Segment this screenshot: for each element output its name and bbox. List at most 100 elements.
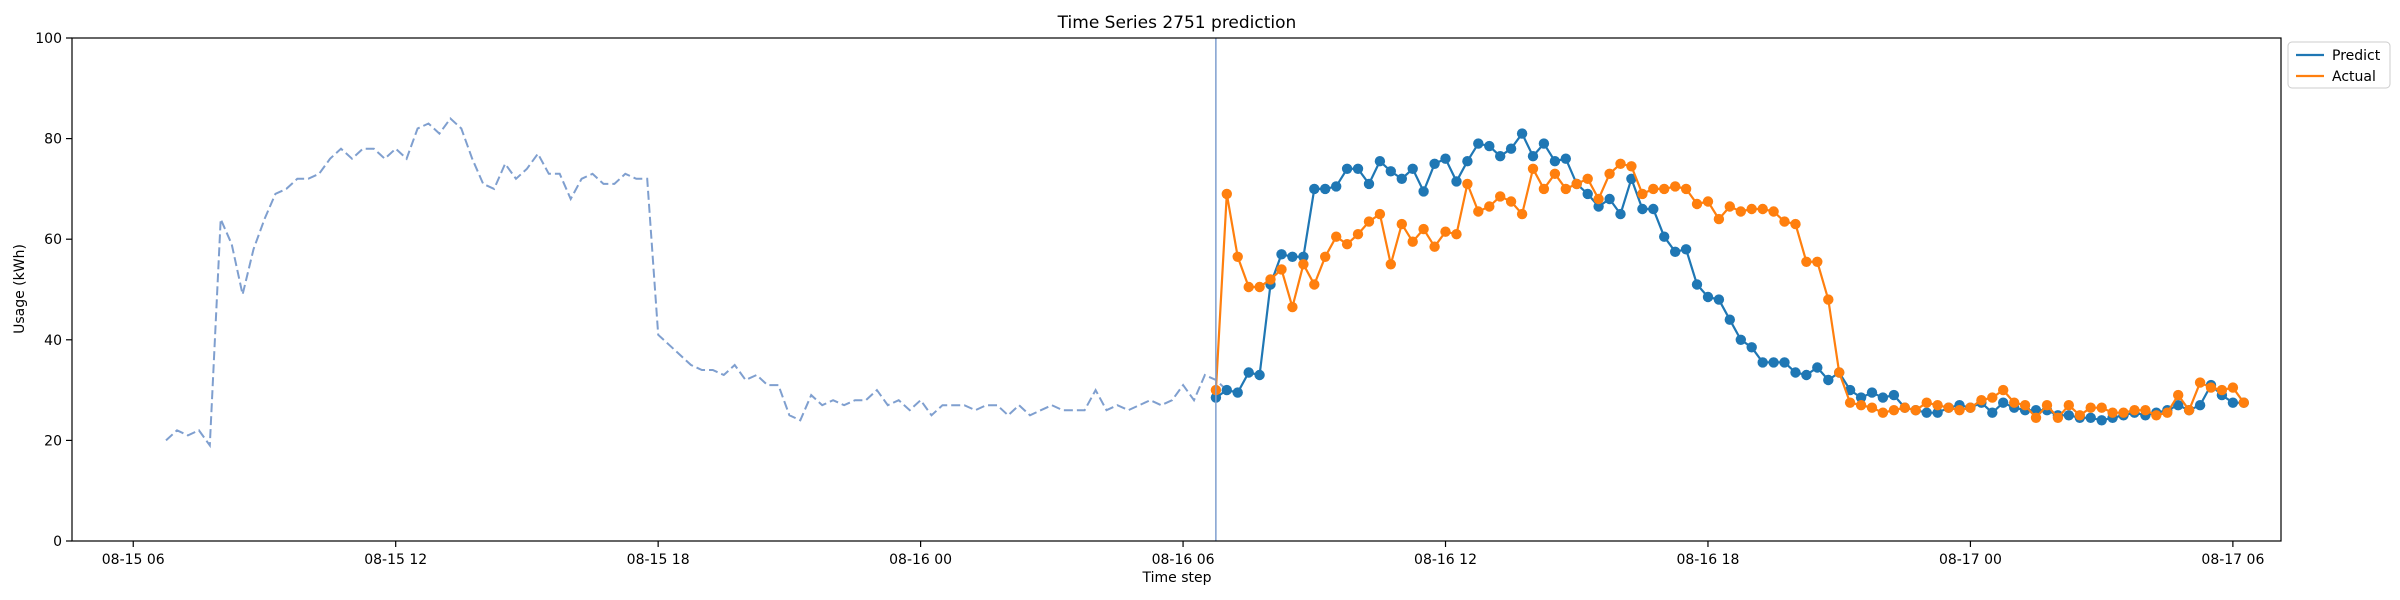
- predict-point: [1691, 279, 1703, 290]
- actual-point: [1823, 294, 1834, 305]
- actual-point: [1976, 395, 1987, 406]
- actual-point: [2216, 384, 2228, 396]
- history-line: [165, 117, 1228, 449]
- predict-point: [1593, 201, 1604, 212]
- actual-point: [1582, 173, 1593, 184]
- y-tick-label: 20: [44, 433, 62, 449]
- actual-point: [2096, 402, 2107, 413]
- predict-point: [1385, 166, 1397, 177]
- predict-point: [2194, 400, 2206, 411]
- predict-point: [1396, 173, 1408, 184]
- actual-point: [2205, 382, 2217, 393]
- predict-point: [1549, 156, 1561, 167]
- actual-point: [1779, 216, 1790, 227]
- actual-point: [1735, 206, 1747, 217]
- predict-point: [1801, 369, 1812, 381]
- predict-point: [1877, 392, 1889, 403]
- y-tick-label: 0: [53, 534, 62, 550]
- x-tick-label: 08-15 06: [102, 552, 165, 568]
- predict-point: [1582, 188, 1593, 200]
- actual-point: [1746, 203, 1757, 215]
- actual-point: [1593, 193, 1604, 205]
- actual-point: [1254, 281, 1265, 293]
- predict-point: [1254, 369, 1265, 381]
- history-series: [165, 117, 1228, 449]
- actual-point: [1331, 231, 1342, 242]
- predict-point: [1287, 251, 1298, 262]
- predict-point: [1888, 389, 1900, 401]
- actual-point: [1352, 229, 1364, 240]
- x-tick-label: 08-17 00: [1939, 552, 2002, 568]
- actual-point: [1998, 384, 2009, 396]
- predict-point: [1221, 384, 1233, 396]
- x-tick-label: 08-15 12: [364, 552, 427, 568]
- x-tick-label: 08-17 06: [2201, 552, 2264, 568]
- actual-point: [1866, 402, 1878, 413]
- actual-point: [1374, 208, 1386, 220]
- actual-point: [2074, 410, 2085, 421]
- predict-point: [1746, 342, 1757, 353]
- actual-point: [2041, 400, 2053, 411]
- actual-point: [1243, 281, 1254, 293]
- predict-point: [1779, 357, 1790, 368]
- actual-point: [1363, 216, 1375, 227]
- actual-point: [2019, 400, 2031, 411]
- predict-point: [1932, 407, 1943, 418]
- predict-point: [1768, 357, 1779, 368]
- actual-point: [1538, 183, 1550, 195]
- series-actual: [1210, 158, 2249, 423]
- x-tick-label: 08-15 18: [627, 552, 690, 568]
- x-tick-label: 08-16 18: [1676, 552, 1739, 568]
- forecast-series-group: [1210, 128, 2249, 426]
- predict-point: [1440, 153, 1451, 164]
- y-axis-label: Usage (kWh): [12, 244, 28, 334]
- actual-point: [1527, 163, 1539, 174]
- legend-label-actual: Actual: [2332, 69, 2376, 85]
- predict-point: [1276, 249, 1287, 260]
- predict-point: [1987, 407, 1998, 418]
- predict-point: [1374, 156, 1386, 167]
- predict-point: [1407, 163, 1418, 174]
- predict-point: [2096, 415, 2107, 426]
- actual-point: [2085, 402, 2096, 413]
- predict-point: [1320, 183, 1331, 195]
- predict-point: [1670, 246, 1681, 257]
- actual-point: [1844, 397, 1856, 408]
- actual-point: [1757, 203, 1768, 215]
- predict-point: [1232, 387, 1243, 398]
- actual-point: [2238, 397, 2249, 408]
- predict-point: [1648, 203, 1659, 215]
- predict-point: [1516, 128, 1528, 139]
- actual-point: [1429, 241, 1440, 252]
- predict-point: [1757, 357, 1768, 368]
- predict-point: [1473, 138, 1484, 149]
- predict-point: [1484, 140, 1495, 152]
- predict-point: [1855, 392, 1867, 403]
- actual-point: [1571, 178, 1582, 190]
- actual-point: [1899, 402, 1911, 413]
- legend-label-predict: Predict: [2332, 48, 2381, 64]
- predict-point: [1560, 153, 1572, 164]
- predict-point: [2030, 405, 2042, 416]
- actual-point: [1221, 188, 1233, 200]
- actual-point: [1440, 226, 1451, 237]
- actual-point: [1232, 251, 1243, 262]
- actual-point: [1320, 251, 1331, 262]
- predict-point: [1341, 163, 1353, 174]
- predict-point: [1604, 193, 1615, 205]
- predict-point: [1812, 362, 1823, 373]
- plot-frame: [71, 37, 2282, 542]
- actual-point: [1790, 218, 1801, 230]
- actual-point: [2129, 405, 2140, 416]
- actual-point: [1560, 183, 1572, 195]
- chart-title: Time Series 2751 prediction: [1057, 13, 1297, 33]
- x-axis-label: Time step: [1142, 570, 1212, 586]
- predict-point: [1298, 251, 1309, 262]
- actual-point: [1484, 201, 1495, 212]
- predict-point: [1724, 314, 1736, 325]
- actual-point: [1396, 218, 1408, 230]
- actual-point: [1473, 206, 1484, 217]
- series-predict: [1210, 128, 2249, 426]
- actual-point: [1418, 223, 1429, 235]
